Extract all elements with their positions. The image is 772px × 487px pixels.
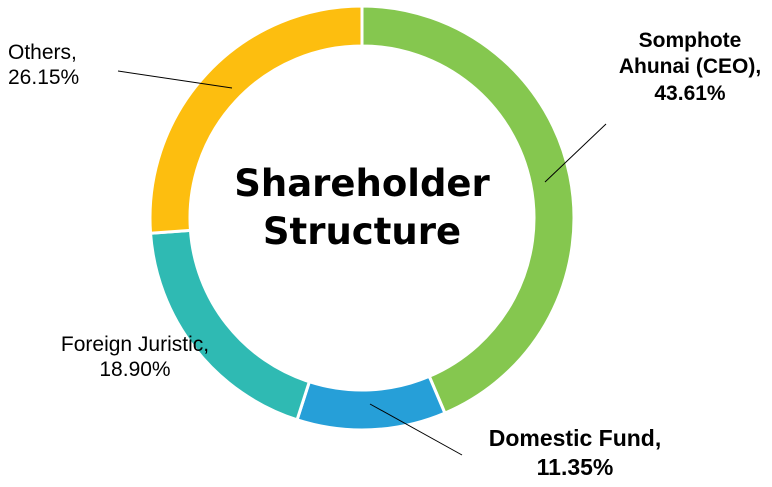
leader-line (369, 403, 463, 456)
value-label: 43.61% (654, 81, 726, 105)
slice-label: Foreign Juristic, 18.90% (60, 332, 210, 382)
value-label: 26.15% (8, 66, 80, 90)
slice-label: Others, 26.15% (8, 40, 118, 90)
slice-label: Domestic Fund, 11.35% (450, 424, 700, 482)
value-label: 18.90% (99, 358, 171, 382)
donut-slice (148, 228, 312, 422)
leader-line (117, 70, 233, 89)
category-label: Foreign Juristic, (60, 333, 210, 356)
chart-title: Shareholder Structure (234, 162, 490, 254)
value-label: 11.35% (536, 453, 614, 480)
category-label: Domestic Fund, (488, 425, 662, 451)
donut-slice (148, 4, 364, 235)
slice-label: Somphote Ahunai (CEO), 43.61% (615, 28, 765, 107)
category-label: Others, (8, 41, 77, 64)
donut-slice (295, 374, 447, 432)
category-label: Somphote Ahunai (CEO), (618, 29, 762, 79)
leader-line (544, 123, 607, 183)
